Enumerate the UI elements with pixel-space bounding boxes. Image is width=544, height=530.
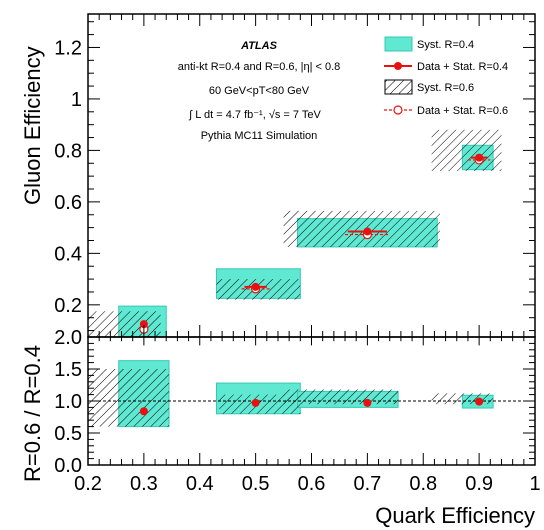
- annotation-pt-range: 60 GeV<pT<80 GeV: [209, 85, 310, 97]
- legend-swatch-syst-r06: [384, 79, 413, 95]
- annotation-simulation: Pythia MC11 Simulation: [201, 130, 318, 142]
- ratio-y-tick-label-4: 2.0: [54, 327, 82, 349]
- main-syst-r06-box-3: [431, 129, 502, 171]
- legend-entry-data-r04: Data + Stat. R=0.4: [384, 61, 508, 73]
- x-tick-label-8: 1: [529, 473, 540, 495]
- ratio-y-axis-title: R=0.6 / R=0.4: [20, 345, 45, 482]
- main-syst-r06-box-2: [283, 210, 441, 247]
- r04-point-3: [475, 153, 484, 162]
- legend-label-data-r04: Data + Stat. R=0.4: [417, 61, 508, 73]
- ratio-y-tick-label-1: 0.5: [54, 423, 82, 445]
- atlas-label: ATLAS: [240, 40, 278, 52]
- legend-swatch-syst-r04: [384, 36, 413, 52]
- legend-entry-data-r06: Data + Stat. R=0.6: [384, 105, 508, 117]
- x-tick-label-6: 0.8: [409, 473, 437, 495]
- x-axis-title: Quark Efficiency: [375, 503, 535, 528]
- x-tick-label-3: 0.5: [242, 473, 270, 495]
- x-tick-label-0: 0.2: [74, 473, 102, 495]
- legend-entry-syst-r04: Syst. R=0.4: [384, 36, 474, 52]
- axis-ticks: [87, 14, 536, 466]
- legend-marker-data-r06: [393, 105, 403, 115]
- legend-label-data-r06: Data + Stat. R=0.6: [417, 105, 508, 117]
- ratio-syst-r06-boxes: [88, 369, 494, 427]
- legend-label-syst-r04: Syst. R=0.4: [417, 39, 474, 51]
- main-y-axis-title: Gluon Efficiency: [20, 46, 45, 205]
- main-y-tick-label-4: 1: [71, 89, 82, 111]
- x-tick-label-7: 0.9: [465, 473, 493, 495]
- ratio-point-0: [139, 407, 148, 416]
- ratio-data-points: [139, 397, 484, 416]
- x-tick-label-4: 0.6: [298, 473, 326, 495]
- main-y-tick-label-3: 0.8: [54, 140, 82, 162]
- legend-label-syst-r06: Syst. R=0.6: [417, 82, 474, 94]
- ratio-syst-r06-box-0: [88, 369, 170, 427]
- ratio-syst-r06-box-2: [283, 389, 399, 405]
- legend: Syst. R=0.4 Data + Stat. R=0.4 Syst. R=0…: [384, 36, 508, 117]
- legend-entry-syst-r06: Syst. R=0.6: [384, 79, 474, 95]
- annotation-luminosity: ∫ L dt = 4.7 fb⁻¹, √s = 7 TeV: [188, 109, 321, 121]
- ratio-syst-r06-box-3: [431, 393, 494, 405]
- legend-marker-data-r04: [394, 62, 402, 70]
- main-syst-r06-box-0: [88, 311, 161, 337]
- r04-point-0: [139, 320, 148, 329]
- r04-point-1: [251, 282, 260, 291]
- main-y-tick-label-0: 0.2: [54, 295, 82, 317]
- main-y-tick-label-1: 0.4: [54, 243, 82, 265]
- ratio-syst-r06-box-1: [219, 394, 301, 414]
- x-tick-label-2: 0.4: [186, 473, 214, 495]
- ratio-point-2: [363, 398, 372, 407]
- x-tick-label-1: 0.3: [130, 473, 158, 495]
- main-y-tick-label-2: 0.6: [54, 192, 82, 214]
- annotation-jet-algorithm: anti-kt R=0.4 and R=0.6, |η| < 0.8: [178, 61, 341, 73]
- r04-point-2: [363, 227, 372, 236]
- ratio-point-1: [251, 398, 260, 407]
- ratio-y-tick-label-2: 1.0: [54, 391, 82, 413]
- ratio-y-tick-label-3: 1.5: [54, 359, 82, 381]
- main-y-tick-label-5: 1.2: [54, 37, 82, 59]
- ratio-y-tick-label-0: 0.0: [54, 455, 82, 477]
- x-tick-label-5: 0.7: [353, 473, 381, 495]
- annotation-block: ATLAS anti-kt R=0.4 and R=0.6, |η| < 0.8…: [178, 40, 341, 142]
- ratio-point-3: [475, 397, 484, 406]
- axis-tick-labels: 0.2 0.3 0.4 0.5 0.6 0.7 0.8 0.9 1 0.2 0.4 0.6 0.8 1 1.…: [54, 37, 540, 495]
